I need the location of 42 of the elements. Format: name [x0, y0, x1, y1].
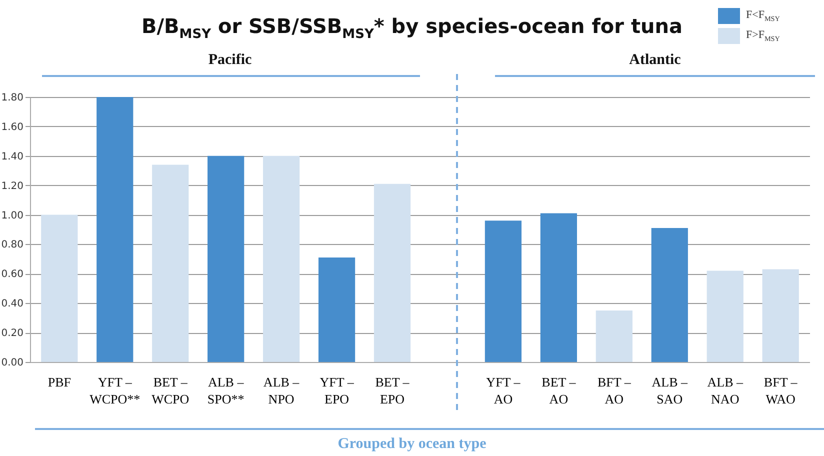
x-tick-label: BET – EPO — [375, 374, 410, 406]
bar — [263, 156, 300, 362]
y-tick-label: 0.20 — [1, 328, 24, 340]
y-tick-label: 0.80 — [1, 240, 24, 251]
chart-title: B/B$_{MSY}$ or SSB/SSB$_{MSY}$* by species-ocean for tuna — [141, 14, 683, 42]
x-tick-label: ALB – SPO** — [207, 374, 244, 406]
y-tick-label: 1.40 — [1, 151, 24, 162]
bar — [706, 270, 744, 362]
x-tick-label: YFT – AO — [486, 374, 521, 406]
x-tick-label: ALB – NAO — [707, 374, 744, 406]
bar — [318, 257, 356, 362]
text: Grouped by ocean type — [336, 436, 488, 453]
bar — [208, 156, 244, 362]
y-tick-label: 1.20 — [1, 180, 24, 192]
y-tick-label: 1.00 — [1, 210, 24, 222]
bar — [152, 164, 189, 362]
bar — [41, 214, 78, 362]
bar — [96, 97, 134, 362]
legend-label: F<F$_{MSY}$ — [746, 8, 780, 24]
bar — [762, 269, 799, 362]
legend-label: F>F$_{MSY}$ — [746, 28, 780, 44]
bar — [484, 220, 522, 362]
text: Atlantic — [628, 52, 682, 69]
x-tick-label: ALB – SAO — [652, 374, 688, 406]
x-tick-label: YFT – WCPO** — [90, 374, 140, 406]
x-tick-label: BET – WCPO — [152, 374, 190, 406]
text: Pacific — [207, 52, 253, 69]
bar — [596, 310, 632, 362]
x-tick-label: BET – AO — [542, 374, 576, 406]
x-tick-label: BFT – WAO — [764, 374, 798, 406]
x-tick-label: PBF — [48, 374, 71, 390]
x-tick-label: YFT – EPO — [320, 374, 354, 406]
y-tick-label: 1.80 — [1, 92, 24, 104]
y-tick-label: 1.60 — [1, 122, 24, 133]
x-tick-label: BFT – AO — [597, 374, 632, 406]
bar — [374, 184, 411, 362]
bar — [651, 228, 688, 362]
y-tick-label: 0.00 — [1, 358, 24, 368]
y-tick-label: 0.40 — [1, 298, 24, 310]
x-tick-label: ALB – NPO — [263, 374, 300, 406]
y-tick-label: 0.60 — [1, 269, 24, 280]
bar — [540, 213, 577, 362]
